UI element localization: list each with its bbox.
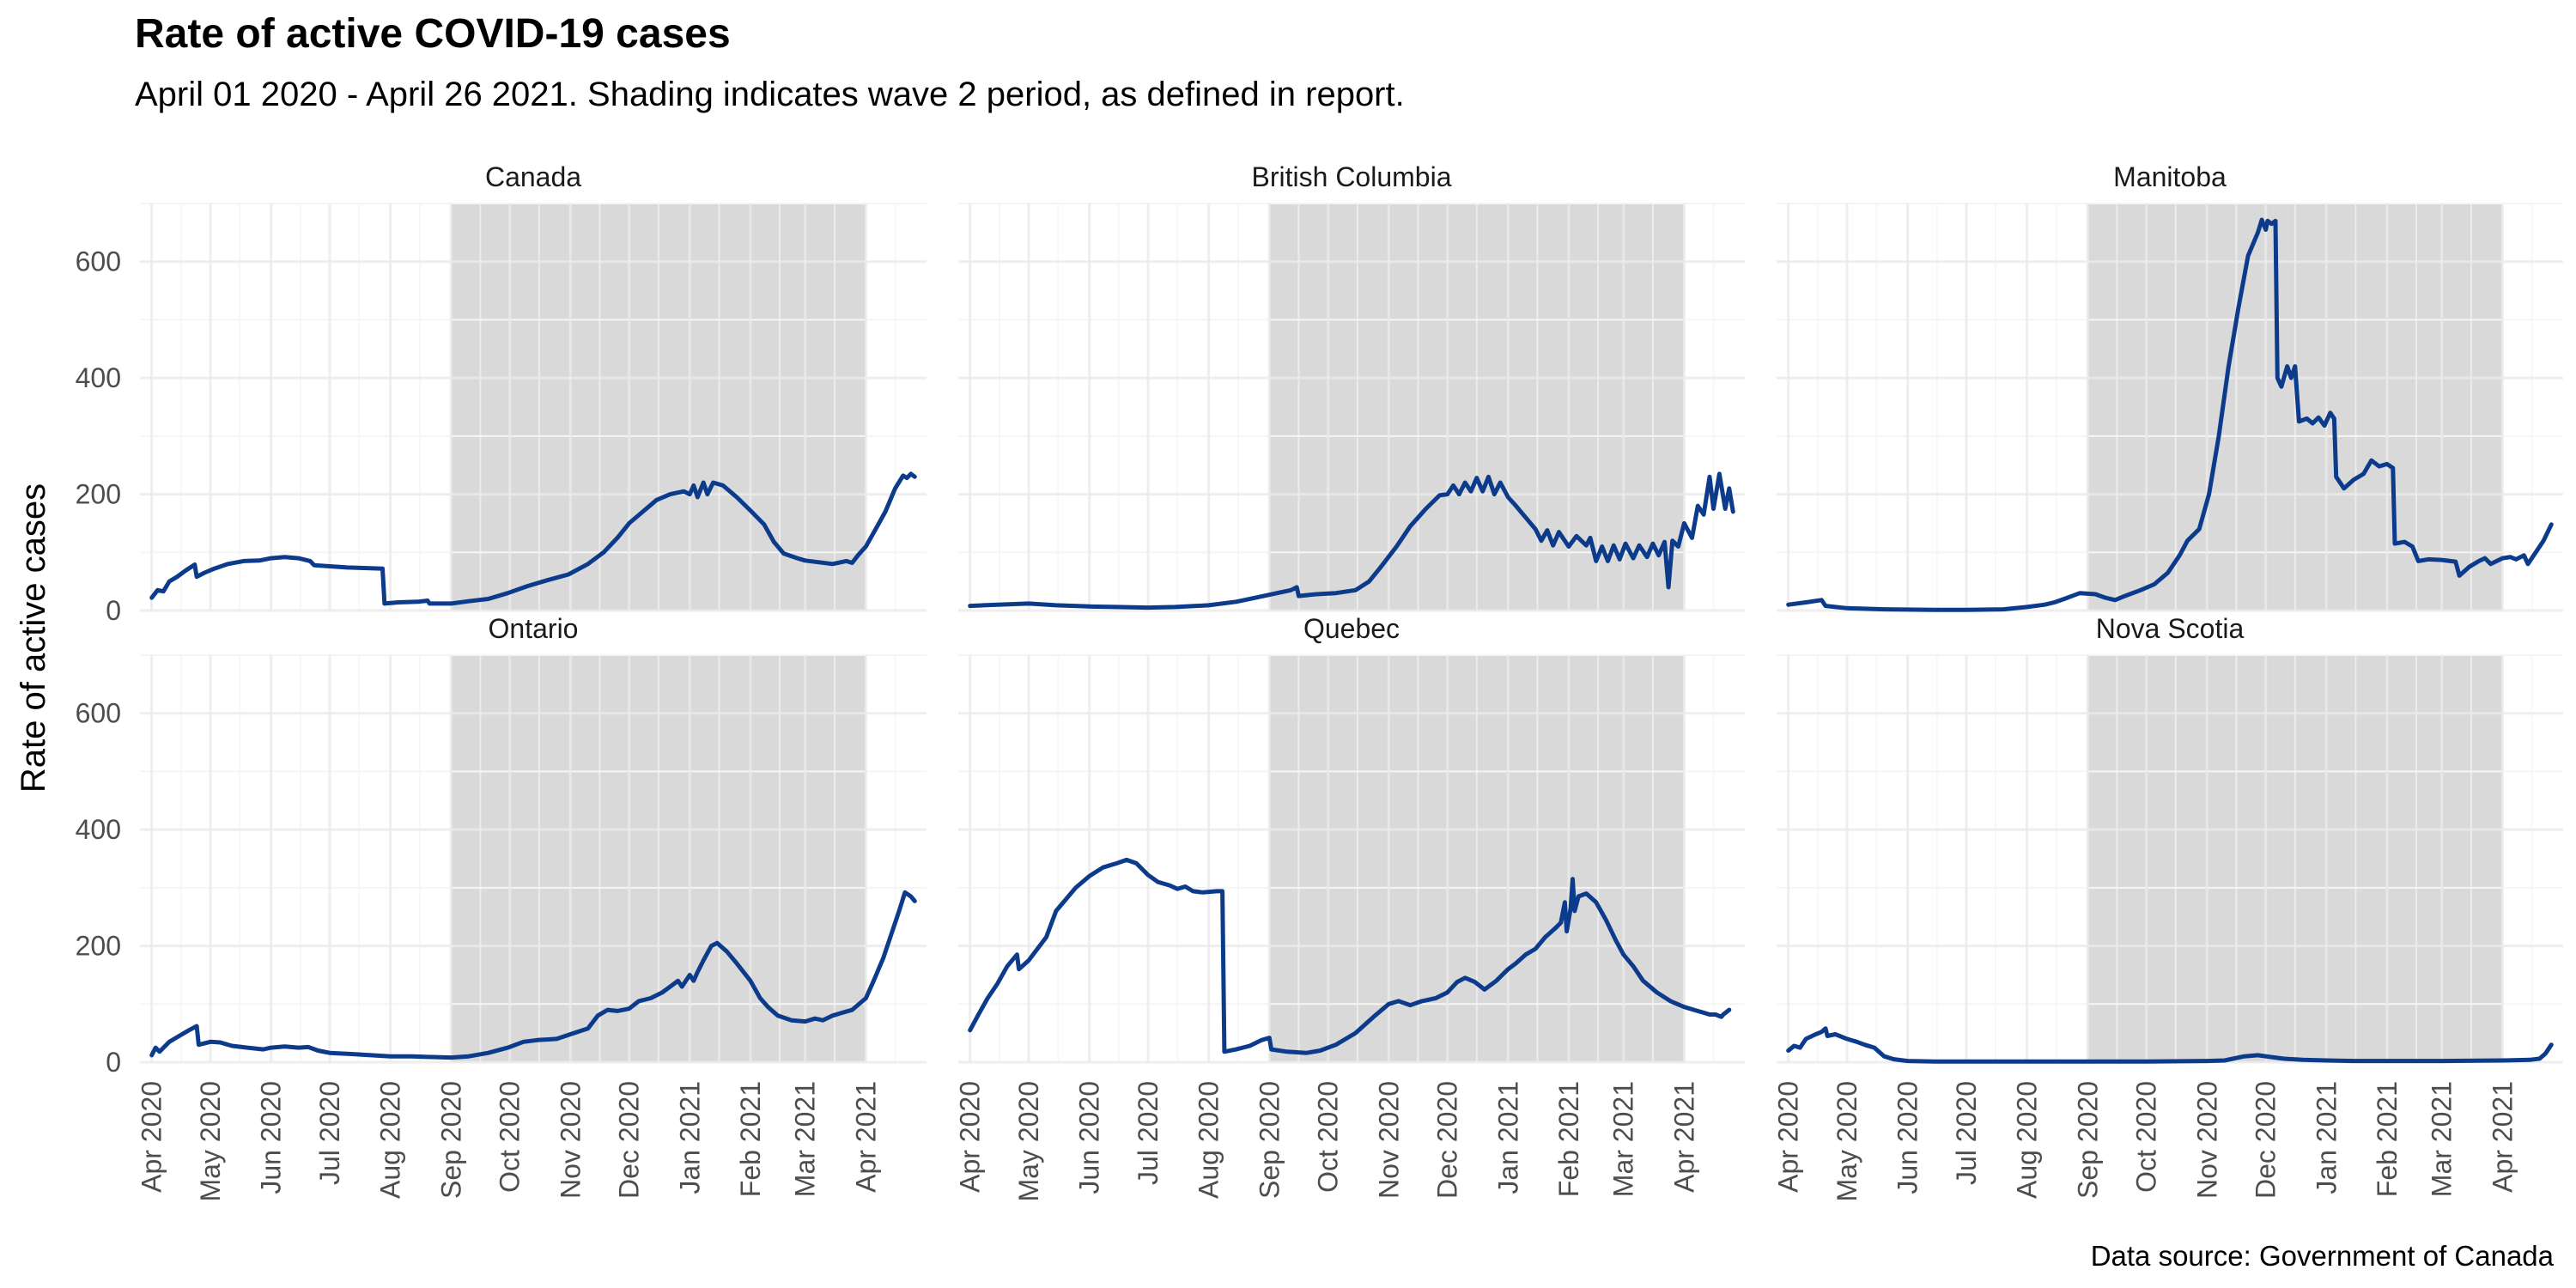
- x-tick-label: Apr 2020: [137, 1081, 167, 1193]
- chart-title: Rate of active COVID-19 cases: [135, 11, 731, 57]
- x-tick-label: Apr 2021: [850, 1081, 881, 1193]
- x-tick-label: Aug 2020: [2012, 1081, 2043, 1199]
- y-tick-label: 400: [76, 814, 121, 845]
- y-tick-label: 400: [76, 362, 121, 393]
- x-tick-label: Jun 2020: [1893, 1081, 1923, 1194]
- series-line: [1786, 217, 2554, 612]
- x-tick-label: Feb 2021: [2372, 1081, 2403, 1197]
- x-tick-label: Dec 2020: [1432, 1081, 1463, 1199]
- facet-title: Nova Scotia: [2096, 613, 2245, 644]
- facet-title: British Columbia: [1252, 161, 1452, 192]
- x-tick-label: Oct 2020: [2131, 1081, 2162, 1193]
- x-tick-label: Sep 2020: [435, 1081, 466, 1199]
- x-tick-label: Apr 2020: [1773, 1081, 1804, 1193]
- x-tick-label: Sep 2020: [1254, 1081, 1285, 1199]
- x-tick-label: Dec 2020: [614, 1081, 645, 1199]
- facet-panel: Nova Scotia Apr 2020 May 2020 Jun 2020 Jul 2…: [1773, 613, 2563, 1202]
- x-tick-label: May 2020: [195, 1081, 226, 1202]
- series-line: [149, 471, 917, 606]
- chart-subtitle: April 01 2020 - April 26 2021. Shading i…: [135, 76, 1405, 113]
- x-tick-label: Aug 2020: [375, 1081, 406, 1199]
- x-tick-label: Jan 2021: [674, 1081, 705, 1194]
- x-tick-label: Feb 2021: [1553, 1081, 1584, 1197]
- series-line: [1786, 1026, 2554, 1064]
- x-tick-label: Jan 2021: [2311, 1081, 2342, 1194]
- x-tick-label: Oct 2020: [495, 1081, 526, 1193]
- y-tick-label: 600: [76, 698, 121, 729]
- x-tick-label: Dec 2020: [2251, 1081, 2281, 1199]
- facet-panel: Ontario 0 200 400 600 Apr 2020 May 2020 Jun 202…: [76, 613, 927, 1202]
- series-line: [968, 471, 1735, 611]
- facet-panel: Manitoba: [1777, 161, 2563, 612]
- facet-title: Quebec: [1303, 613, 1400, 644]
- series-line: [149, 890, 917, 1060]
- x-tick-label: Jul 2020: [1951, 1081, 1982, 1185]
- y-tick-label: 0: [106, 595, 121, 626]
- x-tick-label: Jul 2020: [314, 1081, 345, 1185]
- x-tick-label: Nov 2020: [1373, 1081, 1404, 1199]
- facet-panel: Canada 0 200 400 600: [76, 161, 927, 626]
- x-tick-label: Apr 2021: [2487, 1081, 2518, 1193]
- facet-title: Ontario: [489, 613, 579, 644]
- x-tick-label: Feb 2021: [735, 1081, 766, 1197]
- x-tick-label: May 2020: [1013, 1081, 1044, 1202]
- x-tick-label: May 2020: [1832, 1081, 1862, 1202]
- x-tick-label: Mar 2021: [1608, 1081, 1639, 1197]
- facet-panel: Quebec Apr 2020 May 2020 Jun 2020 Jul 2020 Au…: [955, 613, 1745, 1202]
- x-tick-label: Mar 2021: [790, 1081, 821, 1197]
- y-tick-label: 0: [106, 1047, 121, 1078]
- x-tick-label: Apr 2021: [1668, 1081, 1699, 1193]
- chart-caption: Data source: Government of Canada: [2090, 1240, 2554, 1272]
- x-tick-label: Nov 2020: [555, 1081, 586, 1199]
- x-tick-label: Apr 2020: [955, 1081, 986, 1193]
- facet-title: Canada: [485, 161, 581, 192]
- y-tick-label: 200: [76, 931, 121, 962]
- x-tick-label: Mar 2021: [2427, 1081, 2458, 1197]
- x-tick-label: Aug 2020: [1194, 1081, 1224, 1199]
- x-tick-label: Jun 2020: [256, 1081, 287, 1194]
- x-tick-label: Nov 2020: [2191, 1081, 2222, 1199]
- x-tick-label: Jan 2021: [1492, 1081, 1523, 1194]
- facet-title: Manitoba: [2113, 161, 2227, 192]
- facet-panel: British Columbia: [958, 161, 1745, 612]
- y-tick-label: 600: [76, 246, 121, 277]
- y-axis-label: Rate of active cases: [15, 483, 52, 793]
- x-tick-label: Sep 2020: [2072, 1081, 2103, 1199]
- x-tick-label: Jul 2020: [1133, 1081, 1163, 1185]
- x-tick-label: Jun 2020: [1074, 1081, 1105, 1194]
- y-tick-label: 200: [76, 479, 121, 510]
- x-tick-label: Oct 2020: [1313, 1081, 1344, 1193]
- series-line: [968, 857, 1732, 1055]
